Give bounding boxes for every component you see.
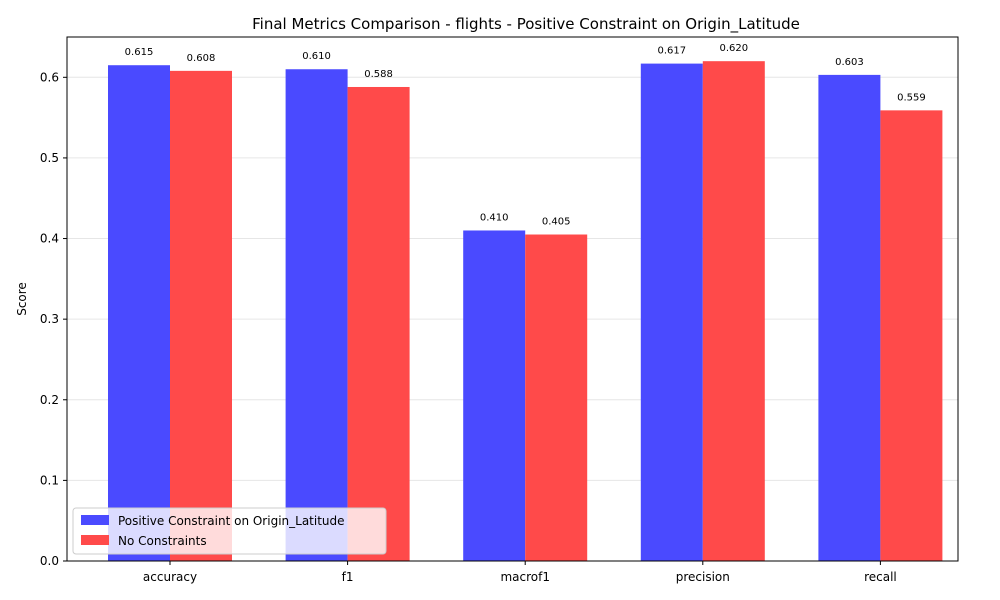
y-tick-label: 0.4 [40, 232, 59, 246]
y-tick-label: 0.0 [40, 554, 59, 568]
bar-value-label: 0.603 [835, 57, 864, 68]
bar-value-label: 0.615 [125, 47, 154, 58]
bar-value-label: 0.620 [719, 43, 748, 54]
bar [347, 86, 410, 561]
x-tick-label: accuracy [143, 570, 197, 584]
legend-entry-label: No Constraints [118, 534, 207, 548]
legend: Positive Constraint on Origin_Latitude No… [72, 507, 387, 555]
x-tick-label: macrof1 [500, 570, 550, 584]
bar-value-label: 0.588 [364, 69, 393, 80]
bar-value-label: 0.610 [302, 51, 331, 62]
bar [702, 61, 765, 561]
bar-value-label: 0.617 [657, 46, 686, 57]
bars [108, 61, 943, 562]
bar [880, 110, 943, 562]
bar [108, 65, 170, 561]
bar [640, 63, 703, 561]
chart-title: Final Metrics Comparison - flights - Pos… [252, 15, 800, 34]
bar [170, 70, 232, 561]
x-tick-label: precision [676, 570, 730, 584]
bar-value-label: 0.405 [542, 217, 571, 228]
bar-value-label: 0.410 [480, 212, 509, 223]
y-tick-label: 0.1 [40, 473, 59, 487]
bar [285, 69, 348, 561]
y-tick-label: 0.5 [40, 151, 59, 165]
legend-entry-label: Positive Constraint on Origin_Latitude [118, 514, 345, 528]
y-tick-label: 0.3 [40, 312, 59, 326]
axes: 0.0 0.1 0.2 0.3 0.4 0.5 0.6 accuracy f1 macrof1 pr… [40, 36, 959, 584]
bar [818, 74, 881, 562]
legend-box [72, 507, 387, 555]
y-axis-label: Score [15, 282, 29, 316]
value-labels: 0.615 0.608 0.610 0.588 0.410 0.405 0.617 0.620… [125, 43, 926, 227]
bar-value-label: 0.559 [897, 92, 926, 103]
y-tick-label: 0.6 [40, 70, 59, 84]
bar [525, 234, 588, 561]
x-tick-label: f1 [342, 570, 354, 584]
legend-swatch [81, 535, 109, 545]
bar-value-label: 0.608 [187, 53, 216, 64]
bar [463, 230, 526, 561]
plot-frame [66, 36, 959, 562]
x-tick-label: recall [864, 570, 897, 584]
y-tick-label: 0.2 [40, 393, 59, 407]
legend-swatch [81, 515, 109, 525]
